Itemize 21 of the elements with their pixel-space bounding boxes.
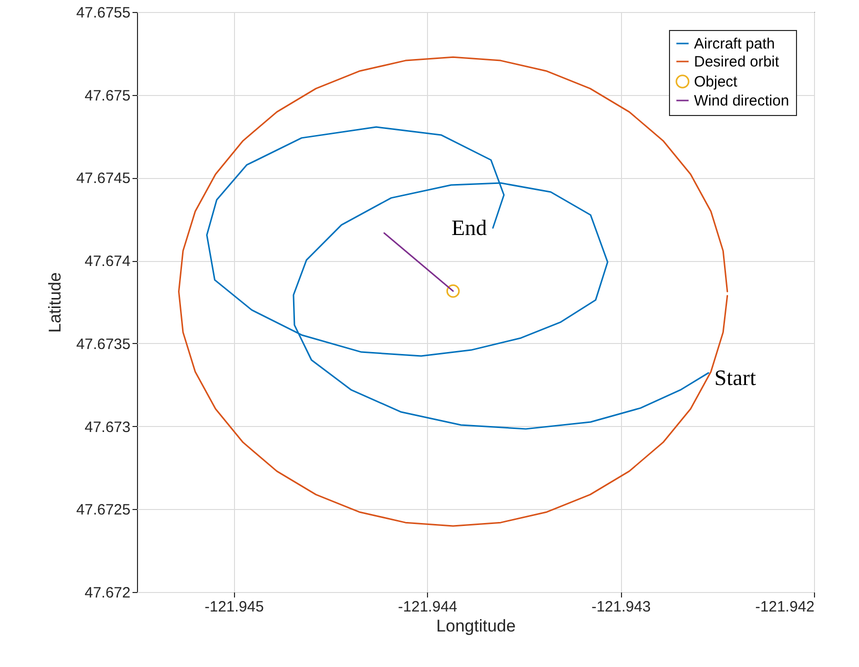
x-tick-label: -121.944 xyxy=(398,598,458,616)
y-tick-label: 47.6755 xyxy=(76,4,130,22)
legend-label: Aircraft path xyxy=(694,36,775,52)
x-tick-label: -121.945 xyxy=(204,598,264,616)
y-tick-label: 47.675 xyxy=(84,87,130,104)
y-tick-label: 47.674 xyxy=(84,253,130,270)
legend-label: Wind direction xyxy=(694,92,790,110)
annotation: Start xyxy=(714,364,756,390)
y-tick-label: 47.6745 xyxy=(76,170,130,188)
x-axis-title: Longtitude xyxy=(436,616,516,636)
y-tick-label: 47.672 xyxy=(84,584,130,602)
legend-label: Desired orbit xyxy=(694,54,780,70)
y-tick-label: 47.6735 xyxy=(76,336,130,353)
y-tick-label: 47.673 xyxy=(84,418,130,436)
legend-label: Object xyxy=(694,74,738,90)
y-axis-title: Latitude xyxy=(45,272,64,333)
x-tick-label: -121.943 xyxy=(591,598,651,616)
annotation: End xyxy=(451,214,487,240)
line-series xyxy=(206,126,710,430)
y-tick-label: 47.6725 xyxy=(76,502,130,519)
x-tick-label: -121.942 xyxy=(755,598,814,616)
